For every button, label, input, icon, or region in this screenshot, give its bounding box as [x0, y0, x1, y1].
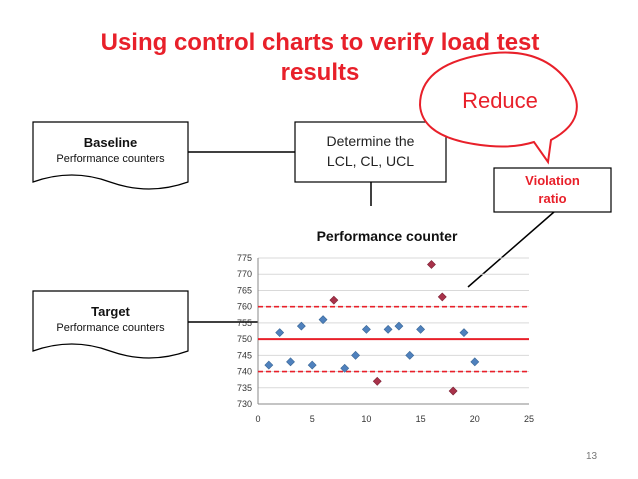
data-point-normal [416, 324, 426, 334]
data-point-normal [264, 360, 274, 370]
target-document-shape [32, 290, 189, 359]
reduce-callout-text: Reduce [462, 88, 538, 113]
violation-line-2: ratio [538, 191, 567, 206]
reduce-callout-bubble [418, 51, 578, 165]
x-tick-label: 15 [416, 414, 426, 424]
y-tick-label: 770 [237, 269, 252, 279]
x-tick-label: 25 [524, 414, 534, 424]
y-tick-label: 735 [237, 383, 252, 393]
y-tick-label: 760 [237, 302, 252, 312]
data-point-normal [383, 324, 393, 334]
target-label: Target Performance counters [33, 304, 188, 334]
data-point-normal [340, 363, 350, 373]
target-title: Target [91, 304, 130, 319]
data-point-normal [470, 357, 480, 367]
data-point-normal [394, 321, 404, 331]
determine-line-1: Determine the [326, 133, 415, 149]
x-tick-label: 0 [255, 414, 260, 424]
data-point-normal [275, 328, 285, 338]
target-subtitle: Performance counters [56, 322, 165, 334]
slide-title: Using control charts to verify load test… [100, 29, 540, 86]
violation-connector [467, 211, 555, 288]
data-point-normal [361, 324, 371, 334]
y-tick-label: 750 [237, 334, 252, 344]
data-point-violation [437, 292, 447, 302]
data-point-normal [459, 328, 469, 338]
determine-limits-box [294, 121, 447, 183]
violation-line-1: Violation [525, 173, 580, 188]
baseline-label: Baseline Performance counters [33, 135, 188, 165]
y-tick-label: 730 [237, 399, 252, 409]
data-point-violation [372, 376, 382, 386]
data-point-violation [329, 295, 339, 305]
data-point-normal [405, 350, 415, 360]
y-tick-label: 740 [237, 367, 252, 377]
y-tick-label: 765 [237, 285, 252, 295]
data-point-normal [286, 357, 295, 367]
control-chart: 730 735 740 745 750 755 760 765 770 775 0 5 10 15 20 25 [237, 253, 534, 424]
baseline-title: Baseline [83, 135, 138, 150]
data-point-normal [318, 315, 328, 325]
violation-ratio-text: Violation ratio [494, 172, 611, 208]
y-tick-label: 755 [237, 318, 252, 328]
y-tick-label: 775 [237, 253, 252, 263]
data-point-normal [351, 350, 360, 360]
data-point-normal [296, 321, 306, 331]
determine-line-2: LCL, CL, UCL [326, 153, 415, 169]
y-tick-label: 745 [237, 350, 252, 360]
x-tick-label: 10 [361, 414, 371, 424]
data-point-violation [448, 386, 458, 396]
x-tick-label: 20 [470, 414, 480, 424]
x-tick-label: 5 [310, 414, 315, 424]
determine-limits-text: Determine the LCL, CL, UCL [295, 131, 446, 171]
data-point-violation [427, 260, 436, 269]
violation-ratio-box [493, 167, 612, 213]
page-number: 13 [586, 451, 598, 462]
chart-title: Performance counter [316, 228, 458, 244]
baseline-subtitle: Performance counters [56, 153, 165, 165]
baseline-document-shape [32, 121, 189, 190]
data-point-normal [307, 360, 317, 370]
